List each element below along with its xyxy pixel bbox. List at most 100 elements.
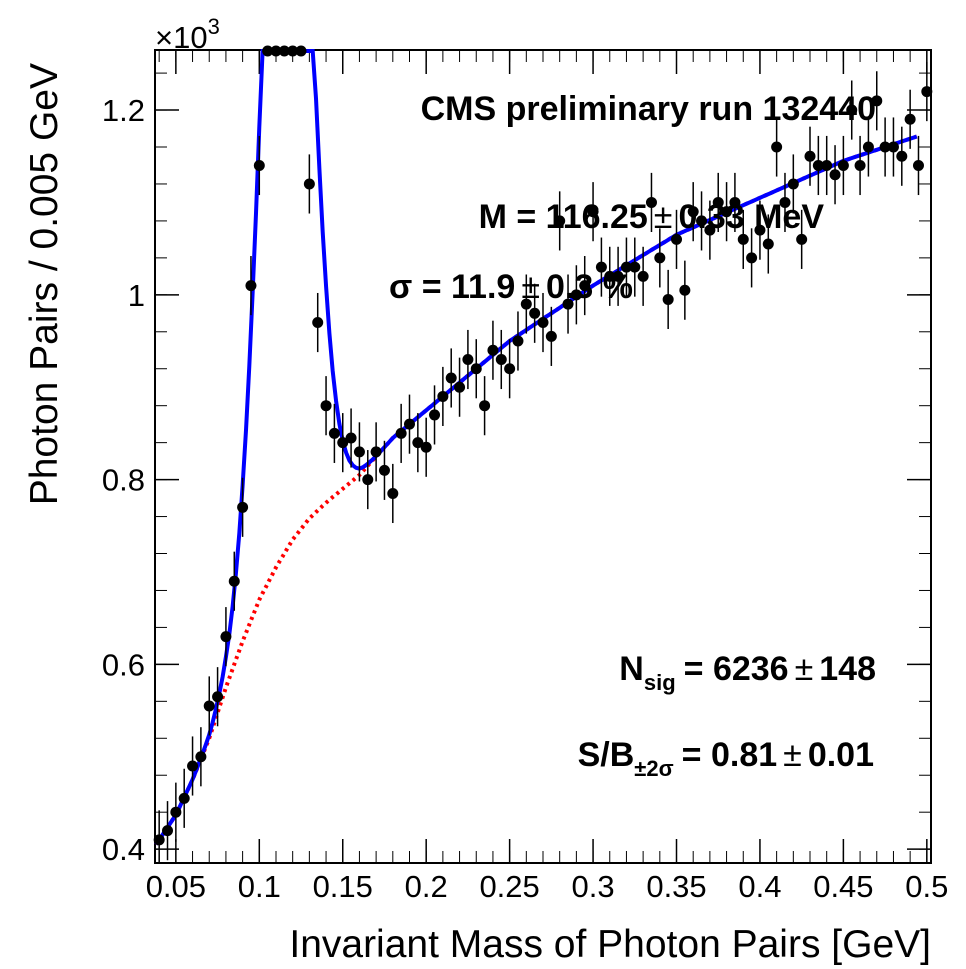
data-point xyxy=(746,228,758,288)
data-marker xyxy=(353,446,365,458)
data-point xyxy=(779,172,791,233)
data-point xyxy=(837,135,849,196)
data-marker xyxy=(562,298,574,310)
data-point xyxy=(454,357,466,417)
data-marker xyxy=(454,381,466,393)
data-marker xyxy=(579,280,591,292)
data-point xyxy=(721,182,733,242)
data-marker xyxy=(587,206,599,218)
data-marker xyxy=(429,409,441,421)
data-point xyxy=(879,117,891,177)
data-point xyxy=(228,551,240,611)
data-point xyxy=(545,306,557,366)
data-marker xyxy=(612,270,624,282)
sigma-annotation: σ = 11.9 ±0.3 % xyxy=(389,268,633,306)
data-marker xyxy=(504,363,516,375)
data-point xyxy=(195,727,207,787)
data-marker xyxy=(462,353,474,365)
data-point xyxy=(378,440,390,500)
x-tick-label: 0.45 xyxy=(813,869,873,904)
data-marker xyxy=(595,261,607,273)
data-marker xyxy=(237,501,249,513)
data-point xyxy=(862,117,874,177)
data-point xyxy=(220,607,232,667)
x-tick-label: 0.3 xyxy=(572,869,615,904)
data-point xyxy=(662,269,674,330)
data-marker xyxy=(253,159,265,171)
data-point xyxy=(162,801,174,861)
data-point xyxy=(312,292,324,353)
data-marker xyxy=(278,45,290,57)
data-marker xyxy=(212,691,224,703)
nsig-annotation: Nsig = 6236 ±148 xyxy=(619,650,876,695)
data-marker xyxy=(378,464,390,476)
data-point xyxy=(687,182,699,242)
data-marker xyxy=(162,825,174,837)
data-marker xyxy=(420,441,432,453)
data-marker xyxy=(762,238,774,250)
data-point xyxy=(654,228,666,288)
data-marker xyxy=(570,289,582,301)
data-marker xyxy=(337,437,349,449)
data-marker xyxy=(395,427,407,439)
data-points xyxy=(153,45,933,862)
data-marker xyxy=(754,224,766,236)
data-marker xyxy=(387,487,399,499)
data-marker xyxy=(654,252,666,264)
data-point xyxy=(245,256,257,316)
data-marker xyxy=(287,45,299,57)
data-point xyxy=(479,376,491,436)
data-marker xyxy=(671,233,683,245)
data-marker xyxy=(829,169,841,181)
data-marker xyxy=(887,141,899,153)
data-marker xyxy=(629,261,641,273)
data-point xyxy=(704,200,716,260)
data-marker xyxy=(362,474,374,486)
data-marker xyxy=(729,196,741,208)
data-marker xyxy=(871,95,883,107)
data-point xyxy=(403,394,415,454)
data-marker xyxy=(370,446,382,458)
data-point xyxy=(412,413,424,473)
data-point xyxy=(395,403,407,463)
data-marker xyxy=(771,141,783,153)
x-tick-label: 0.2 xyxy=(405,869,448,904)
data-point xyxy=(696,191,708,251)
data-marker xyxy=(320,400,332,412)
data-point xyxy=(554,191,566,251)
data-marker xyxy=(779,196,791,208)
data-marker xyxy=(437,390,449,402)
data-point xyxy=(212,667,224,727)
data-point xyxy=(512,311,524,371)
data-marker xyxy=(712,196,724,208)
data-marker xyxy=(687,206,699,218)
data-point xyxy=(320,376,332,436)
data-marker xyxy=(495,353,507,365)
data-marker xyxy=(228,575,240,587)
y-tick-label: 0.8 xyxy=(102,463,145,498)
data-point xyxy=(337,413,349,473)
data-marker xyxy=(679,284,691,296)
x-tick-label: 0.1 xyxy=(238,869,281,904)
data-point xyxy=(203,676,215,736)
data-point xyxy=(737,209,749,269)
data-point xyxy=(429,385,441,445)
data-marker xyxy=(846,104,858,116)
data-point xyxy=(487,320,499,380)
data-point xyxy=(462,329,474,390)
data-point xyxy=(504,339,516,399)
x-tick-label: 0.15 xyxy=(313,869,373,904)
data-point xyxy=(328,403,340,463)
data-point xyxy=(612,246,624,306)
data-point xyxy=(420,417,432,477)
data-marker xyxy=(312,317,324,329)
data-point xyxy=(671,209,683,269)
x-tick-label: 0.4 xyxy=(738,869,781,904)
data-point xyxy=(754,200,766,260)
data-marker xyxy=(912,159,924,171)
y-axis-title: Photon Pairs / 0.005 GeV xyxy=(23,63,66,505)
data-marker xyxy=(854,159,866,171)
data-marker xyxy=(270,45,282,57)
x-tick-label: 0.05 xyxy=(146,869,206,904)
